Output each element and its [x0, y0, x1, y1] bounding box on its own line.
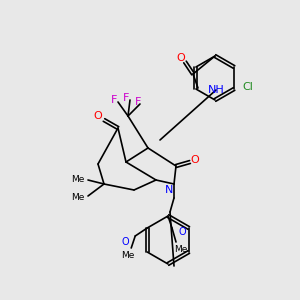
Text: O: O [178, 227, 186, 237]
Text: F: F [123, 93, 129, 103]
Text: NH: NH [208, 85, 225, 95]
Text: N: N [165, 185, 173, 195]
Text: Cl: Cl [242, 82, 253, 92]
Text: Me: Me [71, 194, 85, 202]
Text: Me: Me [122, 251, 135, 260]
Text: O: O [94, 111, 102, 121]
Text: F: F [135, 97, 141, 107]
Text: Me: Me [174, 245, 188, 254]
Text: F: F [111, 95, 117, 105]
Text: O: O [177, 53, 185, 63]
Text: O: O [122, 237, 129, 247]
Text: O: O [190, 155, 200, 165]
Text: Me: Me [71, 176, 85, 184]
